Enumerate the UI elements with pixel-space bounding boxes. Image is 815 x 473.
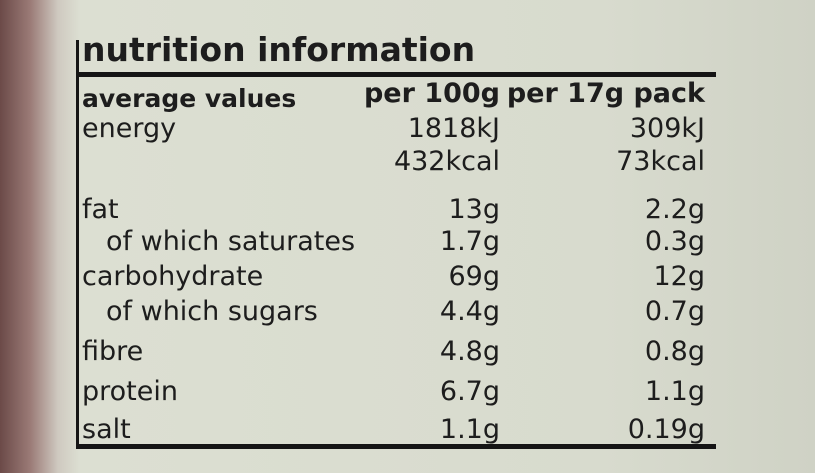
row-value: 0.3g	[644, 226, 705, 257]
row-label: carbohydrate	[82, 261, 264, 292]
row-label: fat	[82, 194, 119, 225]
row-value: 12g	[653, 261, 706, 292]
row-value: 13g	[448, 194, 501, 225]
header-col: per 17g pack	[506, 78, 705, 109]
title-rule	[76, 72, 716, 77]
row-value: 4.8g	[439, 336, 500, 367]
row-label: energy	[82, 113, 177, 144]
row-value: 69g	[448, 261, 501, 292]
row-value: 0.8g	[644, 336, 705, 367]
row-label: of which sugars	[106, 296, 318, 327]
row-value: 0.19g	[627, 414, 705, 445]
row-label: of which saturates	[106, 226, 356, 257]
row-value: 1.1g	[439, 414, 500, 445]
header-col: per 100g	[363, 78, 500, 109]
left-rule	[76, 40, 79, 448]
row-label: salt	[82, 414, 131, 445]
header-label: average values	[82, 84, 297, 113]
row-value: 6.7g	[439, 376, 500, 407]
row-value: 2.2g	[644, 194, 705, 225]
title: nutrition information	[82, 30, 476, 69]
row-value: 1.1g	[644, 376, 705, 407]
row-value: 4.4g	[439, 296, 500, 327]
row-value: 309kJ	[629, 113, 705, 144]
row-value: 432kcal	[393, 146, 500, 177]
row-value: 73kcal	[616, 146, 705, 177]
row-value: 1818kJ	[407, 113, 500, 144]
bottom-rule	[76, 444, 716, 449]
row-value: 1.7g	[439, 226, 500, 257]
row-value: 0.7g	[644, 296, 705, 327]
row-label: fibre	[82, 336, 144, 367]
row-label: protein	[82, 376, 178, 407]
